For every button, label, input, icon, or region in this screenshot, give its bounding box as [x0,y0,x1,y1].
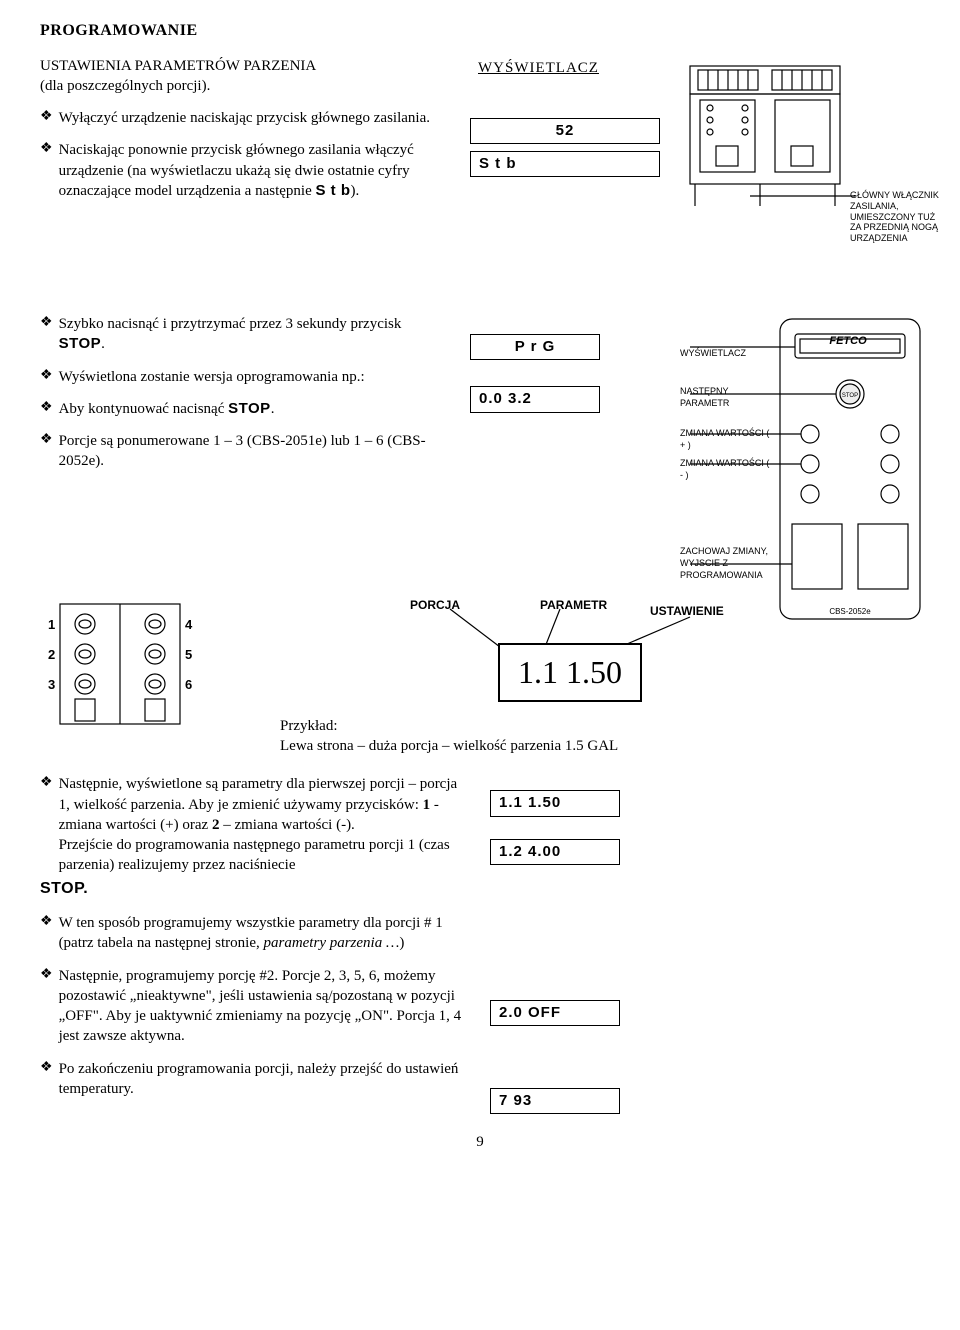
bullet-icon: ❖ [40,140,53,158]
btn-label-6: 6 [185,677,192,692]
display-stack-1: 52 S t b [470,118,660,178]
bullet-10: ❖ Po zakończeniu programowania porcji, n… [40,1059,470,1100]
bullet-1: ❖ Wyłączyć urządzenie naciskając przycis… [40,108,450,128]
bullet-7-text: Następnie, wyświetlone są parametry dla … [59,774,470,875]
bullet-6-text: Porcje są ponumerowane 1 – 3 (CBS-2051e)… [59,431,450,472]
bullet-10-text: Po zakończeniu programowania porcji, nal… [59,1059,470,1100]
btn-label-4: 4 [185,617,193,632]
bullet-9-text: Następnie, programujemy porcję #2. Porcj… [59,966,470,1047]
bullet-icon: ❖ [40,774,53,792]
bullet-7: ❖ Następnie, wyświetlone są parametry dl… [40,774,470,875]
bullet-6: ❖ Porcje są ponumerowane 1 – 3 (CBS-2051… [40,431,450,472]
svg-text:PORCJA: PORCJA [410,599,460,612]
subtitle-line1: USTAWIENIA PARAMETRÓW PARZENIA [40,58,316,74]
bullet-9: ❖ Następnie, programujemy porcję #2. Por… [40,966,470,1047]
example-caption: Przykład: Lewa strona – duża porcja – wi… [280,716,618,757]
btn-label-3: 3 [48,677,55,692]
panel-label-next: NASTĘPNY PARAMETR [680,385,770,409]
svg-text:FETCO: FETCO [829,335,867,347]
display-stb: S t b [470,151,660,177]
display-1-1: 1.1 1.50 [490,790,620,816]
machine-callout: GŁÓWNY WŁĄCZNIK ZASILANIA, UMIESZCZONY T… [850,190,940,244]
bullet-icon: ❖ [40,108,53,126]
bullet-8-text: W ten sposób programujemy wszystkie para… [59,913,470,954]
display-temp: 7 93 [490,1088,620,1114]
example-diagram-row: 1 2 3 4 5 6 PORCJA PARAMETR USTAWIENIE 1… [40,599,920,757]
bullet-icon: ❖ [40,399,53,417]
bullet-icon: ❖ [40,966,53,984]
bullet-icon: ❖ [40,1059,53,1077]
display-prg: P r G [470,334,600,360]
bullet-3: ❖ Szybko nacisnąć i przytrzymać przez 3 … [40,314,450,355]
bullet-1-text: Wyłączyć urządzenie naciskając przycisk … [59,108,430,128]
display-header: WYŚWIETLACZ [478,58,660,78]
page-title: PROGRAMOWANIE [40,20,920,42]
bullet-5-text: Aby kontynuować nacisnąć STOP. [59,399,275,419]
buttons-diagram: 1 2 3 4 5 6 [40,599,200,739]
big-display: 1.1 1.50 [498,643,642,702]
bullet-icon: ❖ [40,431,53,449]
display-52: 52 [470,118,660,144]
bullet-icon: ❖ [40,367,53,385]
bullet-2-text: Naciskając ponownie przycisk głównego za… [59,140,450,201]
bullet-8: ❖ W ten sposób programujemy wszystkie pa… [40,913,470,954]
display-off: 2.0 OFF [490,1000,620,1026]
bullet-5: ❖ Aby kontynuować nacisnąć STOP. [40,399,450,419]
machine-diagram-top: GŁÓWNY WŁĄCZNIK ZASILANIA, UMIESZCZONY T… [680,56,940,314]
svg-text:PARAMETR: PARAMETR [540,599,607,612]
display-1-2: 1.2 4.00 [490,839,620,865]
btn-label-2: 2 [48,647,55,662]
panel-label-minus: ZMIANA WARTOŚCI ( - ) [680,457,770,481]
btn-label-1: 1 [48,617,55,632]
btn-label-5: 5 [185,647,192,662]
subtitle-line2: (dla poszczególnych porcji). [40,78,210,94]
bullet-4-text: Wyświetlona zostanie wersja oprogramowan… [59,367,365,387]
subtitle: USTAWIENIA PARAMETRÓW PARZENIA (dla posz… [40,56,450,97]
page-number: 9 [40,1132,920,1152]
bullet-2: ❖ Naciskając ponownie przycisk głównego … [40,140,450,201]
bullet-icon: ❖ [40,913,53,931]
panel-label-display: WYŚWIETLACZ [680,347,746,359]
bullet-4: ❖ Wyświetlona zostanie wersja oprogramow… [40,367,450,387]
svg-text:USTAWIENIE: USTAWIENIE [650,604,724,618]
svg-text:STOP: STOP [842,393,858,399]
display-version: 0.0 3.2 [470,386,600,412]
bullet-icon: ❖ [40,314,53,332]
stop-label: STOP. [40,878,470,900]
control-panel-diagram: FETCO STOP CBS-2052e WYŚWIETLACZ NASTĘPN… [680,314,940,639]
bullet-3-text: Szybko nacisnąć i przytrzymać przez 3 se… [59,314,450,355]
panel-label-save: ZACHOWAJ ZMIANY, WYJSCIE Z PROGRAMOWANIA [680,545,770,581]
panel-label-plus: ZMIANA WARTOŚCI ( + ) [680,427,770,451]
